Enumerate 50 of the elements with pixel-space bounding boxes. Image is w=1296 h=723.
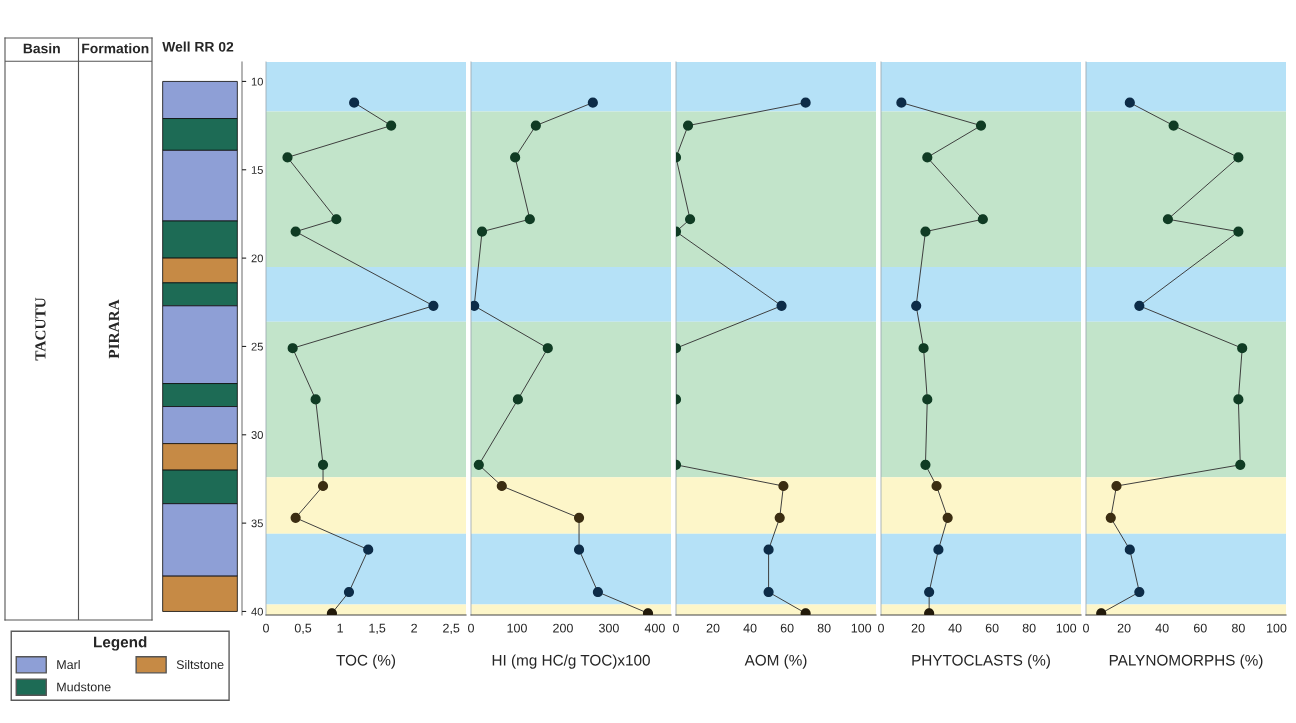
x-axis-title: TOC (%) (336, 654, 396, 669)
y-tick-label: 15 (251, 166, 263, 174)
x-tick-label: 60 (985, 623, 999, 633)
x-tick-label: 20 (706, 623, 720, 633)
y-tick-label: 35 (251, 519, 263, 528)
legend-label: Mudstone (57, 682, 111, 692)
legend-label: Siltstone (176, 659, 224, 670)
x-tick-label: 1 (337, 623, 343, 633)
x-tick-label: 100 (1267, 623, 1287, 633)
y-tick-label: 25 (251, 342, 263, 351)
x-tick-label: 200 (553, 623, 573, 633)
x-axis-title: HI (mg HC/g TOC)x100 (492, 654, 650, 669)
legend-title: Legend (94, 636, 147, 651)
x-tick-label: 0 (263, 623, 269, 633)
annotation: PIRARA (108, 299, 119, 359)
y-tick-label: 30 (251, 431, 263, 439)
chart-title: Well RR 02 (162, 41, 234, 52)
y-tick-label: 20 (251, 254, 263, 263)
x-tick-label: 0 (468, 623, 474, 633)
x-tick-label: 0 (673, 623, 679, 633)
x-tick-label: 80 (1231, 623, 1245, 633)
x-tick-label: 0,5 (294, 623, 312, 634)
x-tick-label: 100 (1056, 623, 1077, 633)
x-tick-label: 20 (1117, 623, 1131, 633)
x-tick-label: 80 (817, 623, 831, 633)
x-tick-label: 400 (644, 623, 665, 633)
annotation: TACUTU (35, 297, 46, 361)
x-tick-label: 300 (598, 623, 619, 633)
x-tick-label: 100 (851, 623, 872, 633)
text: Formation (82, 43, 149, 54)
x-tick-label: 1,5 (369, 623, 386, 634)
y-tick-label: 40 (251, 607, 263, 616)
x-tick-label: 100 (507, 623, 527, 633)
y-tick-label: 10 (251, 77, 263, 86)
x-tick-label: 40 (1155, 623, 1169, 633)
x-axis-title: PHYTOCLASTS (%) (912, 654, 1050, 669)
x-axis-title: AOM (%) (744, 654, 807, 669)
x-tick-label: 60 (1193, 623, 1207, 633)
legend-label: Marl (57, 659, 80, 670)
text: Basin (23, 43, 60, 54)
x-tick-label: 40 (948, 623, 962, 633)
x-axis-title: PALYNOMORPHS (%) (1109, 654, 1263, 669)
x-tick-label: 60 (780, 623, 794, 633)
x-tick-label: 40 (743, 623, 757, 633)
x-tick-label: 20 (911, 623, 925, 633)
x-tick-label: 80 (1022, 623, 1036, 633)
x-tick-label: 0 (1083, 623, 1089, 633)
x-tick-label: 2,5 (443, 623, 460, 634)
x-tick-label: 2 (411, 623, 417, 633)
x-tick-label: 0 (878, 623, 884, 633)
